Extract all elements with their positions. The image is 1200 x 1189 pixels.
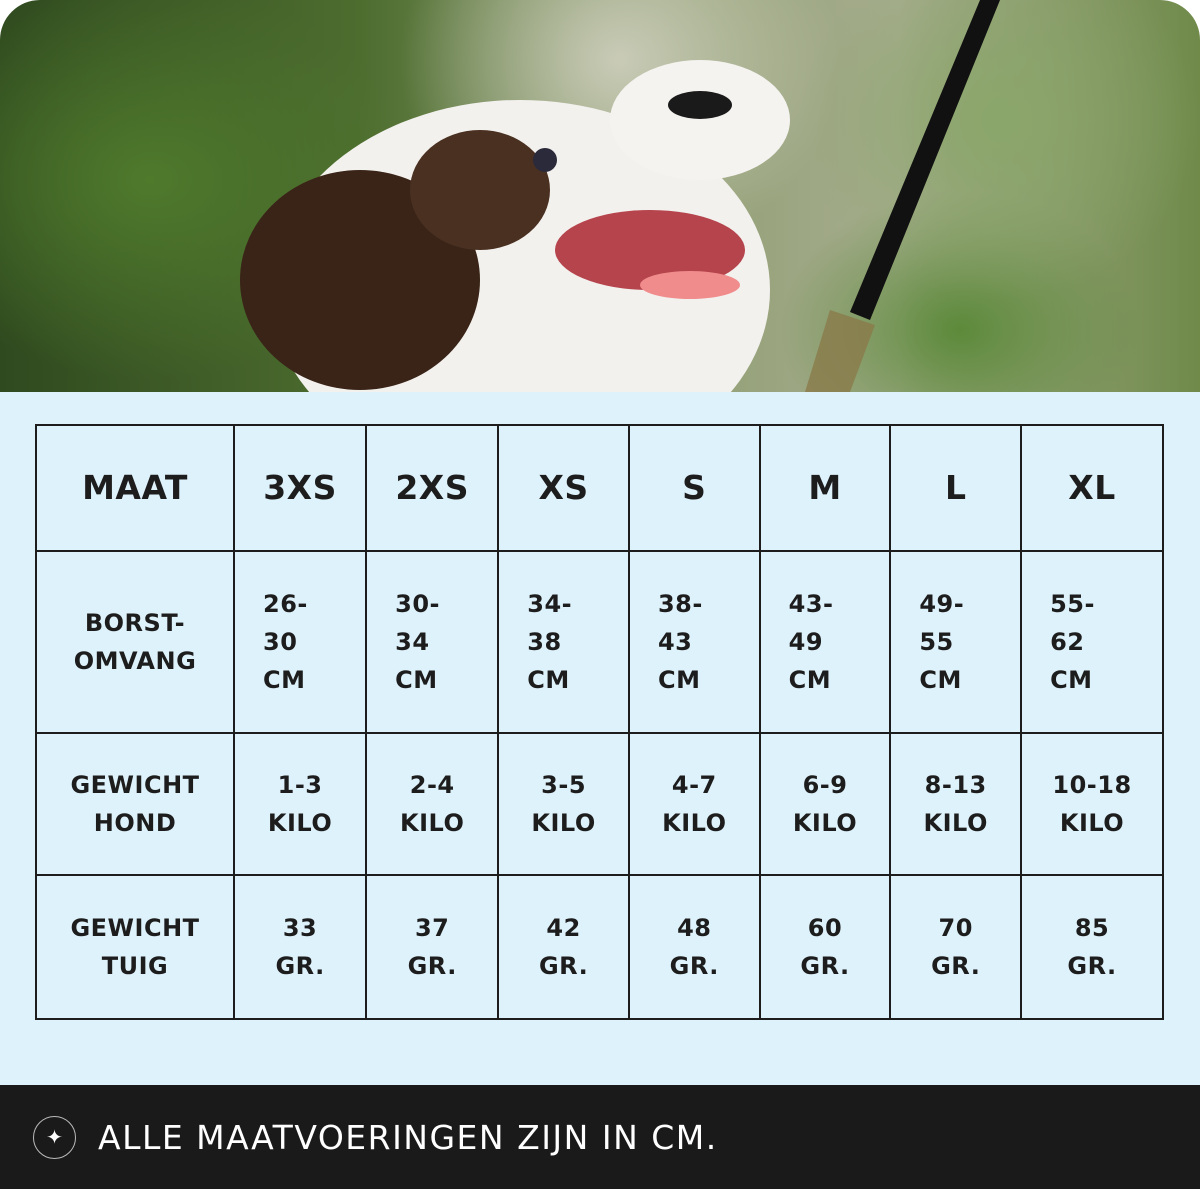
row-label: GEWICHT TUIG	[35, 874, 235, 1020]
table-cell: 26- 30 CM	[232, 550, 368, 734]
row-label: BORST- OMVANG	[35, 550, 235, 734]
leash-clip	[805, 310, 875, 392]
dog-photo	[0, 0, 1200, 392]
table-cell: 30- 34 CM	[365, 550, 500, 734]
table-cell: 55- 62 CM	[1020, 550, 1164, 734]
table-cell: 85 GR.	[1020, 874, 1164, 1020]
table-header-row: MAAT 3XS 2XS XS S M L XL	[35, 424, 1164, 552]
header-cell: XS	[497, 424, 630, 552]
table-row: GEWICHT TUIG 33 GR. 37 GR. 42 GR. 48 GR. 60 GR…	[35, 874, 1164, 1020]
row-label: GEWICHT HOND	[35, 732, 235, 876]
table-cell: 70 GR.	[889, 874, 1023, 1020]
table-cell: 60 GR.	[758, 874, 892, 1020]
header-cell: M	[758, 424, 892, 552]
table-cell: 1-3 KILO	[232, 732, 368, 876]
size-table: MAAT 3XS 2XS XS S M L XL BORST- OMVANG 26…	[35, 424, 1164, 1020]
size-chart-panel: MAAT 3XS 2XS XS S M L XL BORST- OMVANG 26…	[0, 392, 1200, 1085]
table-cell: 10-18 KILO	[1020, 732, 1164, 876]
table-cell: 33 GR.	[232, 874, 368, 1020]
table-cell: 43- 49 CM	[758, 550, 892, 734]
table-row: BORST- OMVANG 26- 30 CM 30- 34 CM 34- 38 CM 38-…	[35, 550, 1164, 734]
table-cell: 38- 43 CM	[627, 550, 761, 734]
table-cell: 6-9 KILO	[758, 732, 892, 876]
header-cell: 3XS	[232, 424, 368, 552]
dog-illustration	[240, 0, 1000, 392]
header-cell: XL	[1020, 424, 1164, 552]
header-cell: MAAT	[35, 424, 235, 552]
leash	[850, 0, 1000, 320]
table-cell: 48 GR.	[627, 874, 761, 1020]
table-cell: 8-13 KILO	[889, 732, 1023, 876]
header-cell: S	[627, 424, 761, 552]
footer-bar: ✦ ALLE MAATVOERINGEN ZIJN IN CM.	[0, 1085, 1200, 1189]
footer-note: ALLE MAATVOERINGEN ZIJN IN CM.	[98, 1117, 718, 1157]
table-cell: 34- 38 CM	[497, 550, 630, 734]
table-cell: 3-5 KILO	[497, 732, 630, 876]
table-cell: 37 GR.	[365, 874, 500, 1020]
table-cell: 49- 55 CM	[889, 550, 1023, 734]
header-cell: L	[889, 424, 1023, 552]
header-cell: 2XS	[365, 424, 500, 552]
table-cell: 2-4 KILO	[365, 732, 500, 876]
table-cell: 42 GR.	[497, 874, 630, 1020]
sparkle-icon: ✦	[33, 1115, 76, 1159]
table-row: GEWICHT HOND 1-3 KILO 2-4 KILO 3-5 KILO 4-7 K…	[35, 732, 1164, 876]
table-cell: 4-7 KILO	[627, 732, 761, 876]
